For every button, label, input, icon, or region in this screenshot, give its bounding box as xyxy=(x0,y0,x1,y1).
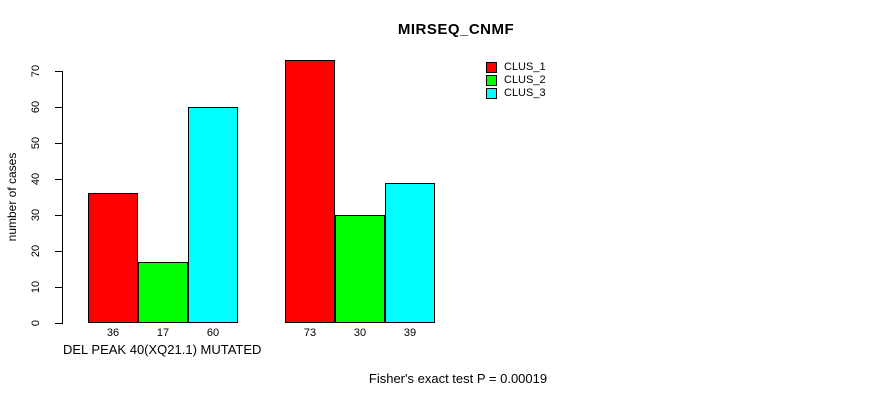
x-axis-label: DEL PEAK 40(XQ21.1) MUTATED xyxy=(63,342,262,357)
bar-value-label: 36 xyxy=(106,327,120,339)
y-axis-tick-label: 20 xyxy=(30,244,42,258)
chart-title: MIRSEQ_CNMF xyxy=(397,21,515,38)
y-axis-tick xyxy=(55,179,62,180)
legend-row-clus_1: CLUS_1 xyxy=(486,61,546,74)
bar-value-label: 17 xyxy=(156,327,170,339)
y-axis-tick-label: 50 xyxy=(30,136,42,150)
y-axis-tick xyxy=(55,215,62,216)
bar-clus_2-group2 xyxy=(335,215,385,323)
y-axis-tick-label: 40 xyxy=(30,172,42,186)
legend-swatch-icon xyxy=(486,62,497,73)
legend-label: CLUS_2 xyxy=(504,74,546,86)
y-axis-tick-label: 60 xyxy=(30,100,42,114)
y-axis-tick-label: 70 xyxy=(30,64,42,78)
legend: CLUS_1 CLUS_2 CLUS_3 xyxy=(486,61,546,100)
legend-label: CLUS_3 xyxy=(504,87,546,99)
legend-swatch-icon xyxy=(486,88,497,99)
bar-value-label: 60 xyxy=(206,327,220,339)
legend-label: CLUS_1 xyxy=(504,61,546,73)
bar-value-label: 30 xyxy=(353,327,367,339)
fisher-test-annotation: Fisher's exact test P = 0.00019 xyxy=(368,371,548,386)
bar-clus_3-group2 xyxy=(385,183,435,323)
bar-clus_1-group1 xyxy=(88,193,138,323)
y-axis-line xyxy=(62,71,63,324)
y-axis-tick xyxy=(55,71,62,72)
bar-clus_1-group2 xyxy=(285,60,335,323)
bar-value-label: 73 xyxy=(303,327,317,339)
bar-clus_2-group1 xyxy=(138,262,188,323)
bar-value-label: 39 xyxy=(403,327,417,339)
bar-clus_3-group1 xyxy=(188,107,238,323)
y-axis-tick-label: 30 xyxy=(30,208,42,222)
legend-row-clus_2: CLUS_2 xyxy=(486,74,546,87)
y-axis-tick-label: 10 xyxy=(30,280,42,294)
legend-swatch-icon xyxy=(486,75,497,86)
y-axis-tick xyxy=(55,323,62,324)
y-axis-tick xyxy=(55,143,62,144)
y-axis-tick xyxy=(55,251,62,252)
y-axis-tick xyxy=(55,287,62,288)
y-axis-tick xyxy=(55,107,62,108)
y-axis-title: number of cases xyxy=(5,152,19,242)
legend-row-clus_3: CLUS_3 xyxy=(486,87,546,100)
y-axis-tick-label: 0 xyxy=(30,319,42,327)
